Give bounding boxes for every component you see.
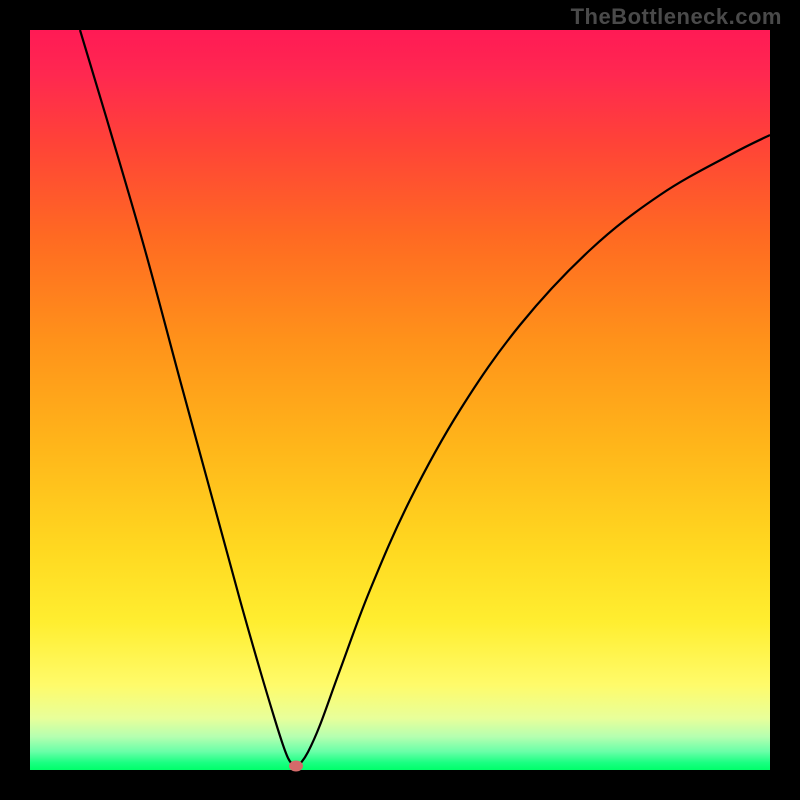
watermark-text: TheBottleneck.com (571, 4, 782, 30)
plot-area (30, 30, 770, 770)
minimum-marker (289, 760, 303, 771)
chart-container: TheBottleneck.com (0, 0, 800, 800)
bottleneck-curve (30, 30, 770, 770)
